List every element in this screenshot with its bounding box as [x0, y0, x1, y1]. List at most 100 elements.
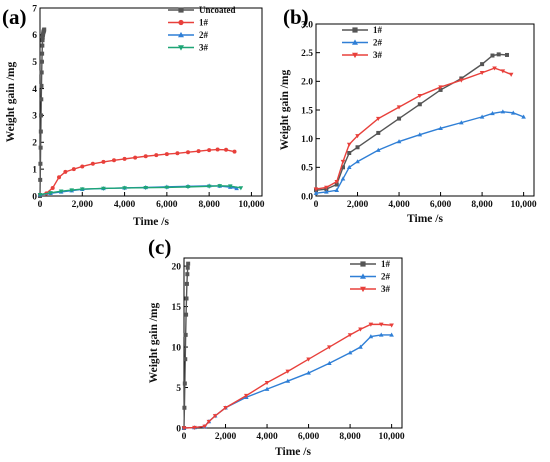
y-tick-label: 0.0 — [301, 192, 313, 202]
y-axis-label: Weight gain /mg — [279, 70, 291, 151]
legend-marker — [178, 19, 184, 26]
data-point — [38, 129, 43, 134]
panel-c: (c) 0 2,000 4,000 6,000 8,000 10,000 0 5 10 15 20 Ti… — [148, 235, 405, 458]
data-point — [185, 185, 191, 190]
data-point — [375, 147, 381, 152]
x-tick-label: 6,000 — [430, 200, 452, 210]
data-point — [38, 161, 43, 166]
data-point — [101, 159, 106, 164]
data-point — [490, 111, 495, 116]
data-point — [417, 132, 423, 137]
data-point — [334, 187, 340, 192]
data-point — [358, 344, 363, 349]
y-tick-label: 0 — [32, 192, 37, 202]
x-tick-label: 2,000 — [347, 200, 369, 210]
series-line — [315, 67, 512, 190]
y-tick-label: 6 — [32, 31, 37, 41]
data-point — [175, 151, 180, 156]
x-tick-label: 4,000 — [114, 200, 136, 210]
series-line — [39, 185, 241, 196]
data-point — [57, 175, 62, 180]
x-tick-label: 4,000 — [388, 200, 410, 210]
data-point — [227, 184, 233, 189]
data-point — [71, 167, 76, 172]
series-2 — [181, 322, 394, 431]
y-tick-label: 15 — [172, 303, 182, 313]
data-point — [122, 186, 127, 191]
data-point — [306, 370, 311, 375]
x-tick-label: 10,000 — [238, 200, 264, 210]
plot-frame — [39, 7, 263, 197]
data-point — [39, 97, 44, 102]
y-tick-label: 5 — [176, 384, 181, 394]
data-point — [355, 145, 360, 150]
series-3 — [37, 184, 244, 198]
plot-frame — [183, 257, 403, 429]
data-point — [500, 69, 506, 74]
legend-label: 1# — [373, 25, 383, 35]
x-axis-label: Time /s — [275, 446, 311, 458]
data-point — [101, 186, 106, 191]
x-tick-label: 0 — [314, 200, 319, 210]
data-point — [340, 159, 346, 164]
data-point — [264, 386, 270, 391]
data-point — [500, 109, 506, 114]
y-tick-label: 4 — [32, 85, 37, 95]
data-point — [181, 426, 187, 431]
legend-label: 2# — [373, 38, 383, 48]
data-point — [39, 83, 44, 88]
data-point — [459, 76, 464, 81]
legend-label: 2# — [199, 30, 209, 40]
data-point — [324, 185, 329, 190]
legend-marker — [360, 273, 366, 279]
data-point — [80, 164, 85, 169]
data-point — [196, 149, 201, 154]
x-axis-label: Time /s — [133, 216, 169, 228]
y-tick-label: 7 — [32, 4, 37, 14]
data-point — [50, 185, 55, 190]
y-tick-label: 20 — [172, 262, 182, 272]
data-point — [217, 184, 223, 189]
data-point — [37, 192, 43, 198]
legend-label: 3# — [199, 43, 209, 53]
data-point — [508, 72, 514, 77]
data-point — [234, 186, 239, 191]
y-axis-label: Weight gain /mg — [5, 62, 17, 143]
data-point — [459, 78, 464, 83]
data-point — [459, 120, 464, 125]
legend-label: 1# — [199, 18, 209, 28]
series-line — [183, 323, 392, 429]
data-point — [186, 150, 190, 155]
data-point — [340, 165, 345, 170]
x-tick-label: 2,000 — [215, 432, 237, 442]
data-point — [417, 102, 422, 107]
data-point — [154, 153, 159, 158]
data-point — [346, 142, 352, 147]
plot-frame — [315, 23, 535, 197]
legend-label: 1# — [381, 259, 391, 269]
data-point — [182, 381, 187, 386]
data-point — [184, 312, 189, 317]
series-1 — [38, 147, 237, 197]
legend-marker — [178, 45, 184, 51]
data-point — [40, 35, 45, 40]
data-point — [63, 169, 68, 174]
data-point — [182, 405, 187, 410]
data-point — [378, 332, 384, 337]
data-point — [438, 125, 443, 131]
data-point — [417, 93, 423, 99]
data-point — [505, 52, 510, 57]
legend-marker — [352, 27, 358, 33]
y-tick-label: 10 — [172, 343, 182, 353]
data-point — [327, 360, 332, 365]
data-point — [212, 414, 218, 419]
data-point — [143, 154, 148, 159]
data-point — [133, 155, 138, 160]
data-point — [396, 139, 402, 144]
data-point — [285, 378, 291, 383]
data-point — [496, 52, 501, 57]
data-point — [368, 334, 374, 339]
legend-marker — [178, 31, 184, 38]
data-point — [313, 190, 319, 195]
